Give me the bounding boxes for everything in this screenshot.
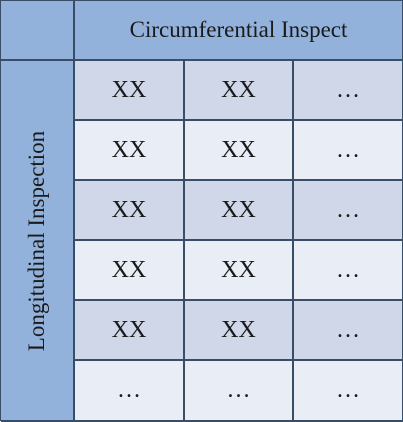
matrix-cell: … [294,241,403,301]
matrix-cell: XX [75,121,185,181]
matrix-cell: XX [185,241,294,301]
corner-cell [1,1,75,61]
longitudinal-header-cell: Longitudinal Inspection [1,61,75,422]
matrix-cell: XX [75,61,185,121]
matrix-cell: … [294,61,403,121]
matrix-cell: … [294,121,403,181]
circumferential-header: Circumferential Inspect [75,1,403,61]
matrix-cell: XX [185,301,294,361]
matrix-cell: … [294,361,403,422]
matrix-cell: … [75,361,185,422]
matrix-cell: … [294,181,403,241]
matrix-cell: XX [75,181,185,241]
matrix-cell: … [185,361,294,422]
matrix-cell: … [294,301,403,361]
matrix-cell: XX [75,241,185,301]
matrix-cell: XX [185,61,294,121]
longitudinal-header: Longitudinal Inspection [24,130,49,351]
matrix-cell: XX [185,181,294,241]
matrix-cell: XX [75,301,185,361]
matrix-cell: XX [185,121,294,181]
